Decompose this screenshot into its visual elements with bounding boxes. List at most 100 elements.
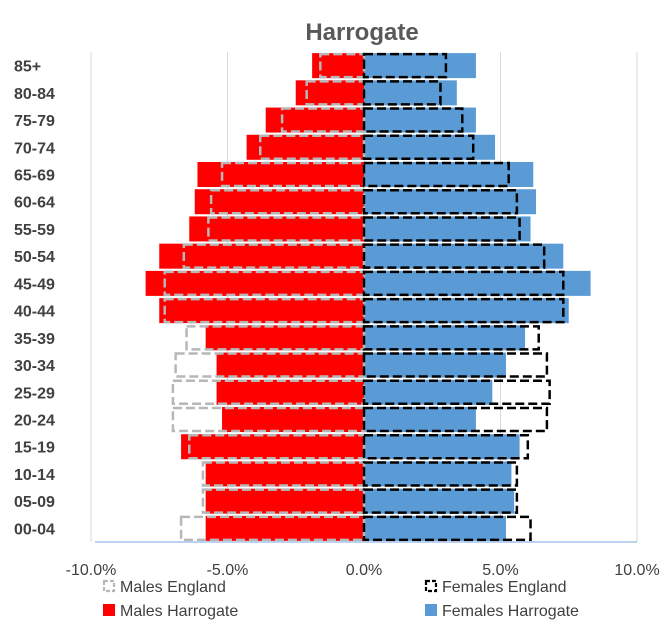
- legend-item-females-harrogate: Females Harrogate: [425, 603, 579, 620]
- females-england-outlines: [362, 52, 565, 542]
- males-harrogate-bar-20-24: [222, 407, 364, 432]
- females-harrogate-bar-70-74: [364, 134, 496, 160]
- males-harrogate-bar-55-59: [189, 216, 364, 242]
- males-harrogate-bar-40-44: [159, 298, 364, 324]
- males-england-outline-55-59: [207, 216, 366, 242]
- females-england-outline-50-54: [362, 243, 546, 269]
- x-tick-label-2: 0.0%: [346, 562, 382, 579]
- females-harrogate-bar-65-69: [364, 162, 534, 187]
- males-harrogate-bar-45-49: [145, 270, 364, 296]
- males-england-outline-15-19: [188, 433, 366, 460]
- males-england-outline-00-04: [179, 515, 366, 542]
- females-england-outline-65-69: [362, 161, 510, 188]
- males-harrogate-bar-30-34: [216, 352, 364, 378]
- category-label-10-14: 10-14: [14, 467, 55, 484]
- females-england-outline-70-74: [362, 134, 475, 161]
- category-label-15-19: 15-19: [14, 440, 55, 457]
- males-harrogate-bar-50-54: [159, 243, 364, 269]
- category-label-60-64: 60-64: [14, 195, 55, 212]
- legend-swatch-males-england: [102, 579, 116, 593]
- females-england-outline-40-44: [362, 297, 565, 324]
- females-harrogate-bar-40-44: [364, 298, 569, 324]
- females-england-outline-35-39: [362, 325, 540, 351]
- females-harrogate-bar-10-14: [364, 461, 512, 487]
- males-harrogate-bar-05-09: [205, 488, 364, 514]
- category-label-55-59: 55-59: [14, 222, 55, 239]
- females-harrogate-bar-00-04: [364, 515, 506, 541]
- females-harrogate-bar-25-29: [364, 379, 493, 405]
- females-harrogate-bar-55-59: [364, 216, 531, 242]
- category-label-70-74: 70-74: [14, 140, 55, 157]
- females-harrogate-bar-75-79: [364, 107, 476, 133]
- females-england-outline-10-14: [362, 461, 519, 487]
- category-label-30-34: 30-34: [14, 358, 55, 375]
- legend-label-males-harrogate: Males Harrogate: [120, 603, 238, 620]
- females-england-outline-75-79: [362, 107, 464, 133]
- males-harrogate-bar-10-14: [205, 461, 364, 487]
- category-label-85+: 85+: [14, 59, 41, 76]
- category-label-35-39: 35-39: [14, 331, 55, 348]
- females-harrogate-bar-45-49: [364, 270, 591, 296]
- category-label-50-54: 50-54: [14, 249, 55, 266]
- females-england-outline-05-09: [362, 488, 519, 514]
- males-england-outline-30-34: [174, 352, 366, 378]
- males-harrogate-bar-25-29: [216, 379, 364, 405]
- females-england-outline-15-19: [362, 433, 530, 460]
- category-label-40-44: 40-44: [14, 304, 55, 321]
- category-label-05-09: 05-09: [14, 494, 55, 511]
- category-label-80-84: 80-84: [14, 86, 55, 103]
- legend-swatch-males-harrogate: [103, 604, 115, 616]
- males-harrogate-bar-00-04: [205, 515, 364, 541]
- females-england-outline-60-64: [362, 188, 519, 215]
- females-england-outline-30-34: [362, 352, 549, 378]
- category-label-75-79: 75-79: [14, 113, 55, 130]
- males-england-outline-65-69: [220, 161, 366, 188]
- females-england-outline-20-24: [362, 406, 549, 433]
- females-harrogate-bar-05-09: [364, 488, 515, 514]
- category-label-65-69: 65-69: [14, 168, 55, 185]
- legend-label-females-harrogate: Females Harrogate: [442, 603, 579, 620]
- category-label-45-49: 45-49: [14, 276, 55, 293]
- x-tick-label-3: 5.0%: [482, 562, 518, 579]
- females-england-outline-85+: [362, 52, 448, 79]
- x-tick-label-1: -5.0%: [207, 562, 249, 579]
- legend-item-males-harrogate: Males Harrogate: [103, 603, 238, 620]
- legend-swatch-females-england: [424, 579, 438, 593]
- females-harrogate-bar-35-39: [364, 325, 526, 351]
- males-england-outline-75-79: [280, 107, 366, 133]
- males-harrogate-bar-65-69: [197, 162, 364, 187]
- males-harrogate-bar-70-74: [246, 134, 364, 160]
- females-harrogate-bar-60-64: [364, 189, 536, 215]
- chart-title: Harrogate: [305, 19, 418, 46]
- males-harrogate-bars: [145, 53, 364, 541]
- x-tick-label-0: -10.0%: [66, 562, 117, 579]
- females-harrogate-bars: [364, 53, 591, 541]
- males-england-outline-70-74: [259, 134, 366, 161]
- grid-lines: [90, 52, 638, 542]
- category-label-20-24: 20-24: [14, 413, 55, 430]
- legend-label-males-england: Males England: [120, 579, 226, 596]
- females-harrogate-bar-30-34: [364, 352, 506, 378]
- males-harrogate-bar-75-79: [265, 107, 364, 133]
- category-label-00-04: 00-04: [14, 521, 55, 538]
- females-harrogate-bar-50-54: [364, 243, 564, 269]
- females-england-outline-80-84: [362, 80, 442, 106]
- category-label-25-29: 25-29: [14, 385, 55, 402]
- labels: 85+ 80-84 75-79 70-74 65-69 60-64 55-59 50-54 45…: [14, 59, 660, 579]
- females-harrogate-bar-80-84: [364, 80, 457, 106]
- females-harrogate-bar-85+: [364, 53, 476, 79]
- x-tick-label-4: 10.0%: [614, 562, 659, 579]
- females-england-outline-45-49: [362, 270, 565, 297]
- males-england-outline-20-24: [171, 406, 366, 433]
- females-england-outline-55-59: [362, 216, 521, 242]
- males-harrogate-bar-15-19: [181, 434, 364, 460]
- males-harrogate-bar-35-39: [205, 325, 364, 351]
- legend-item-females-england: Females England: [424, 579, 567, 596]
- legend-swatch-females-harrogate: [425, 604, 437, 616]
- legend: Males England Females England Males Harrog…: [102, 579, 579, 620]
- males-england-outline-50-54: [182, 243, 366, 269]
- legend-label-females-england: Females England: [442, 579, 567, 596]
- legend-item-males-england: Males England: [102, 579, 226, 596]
